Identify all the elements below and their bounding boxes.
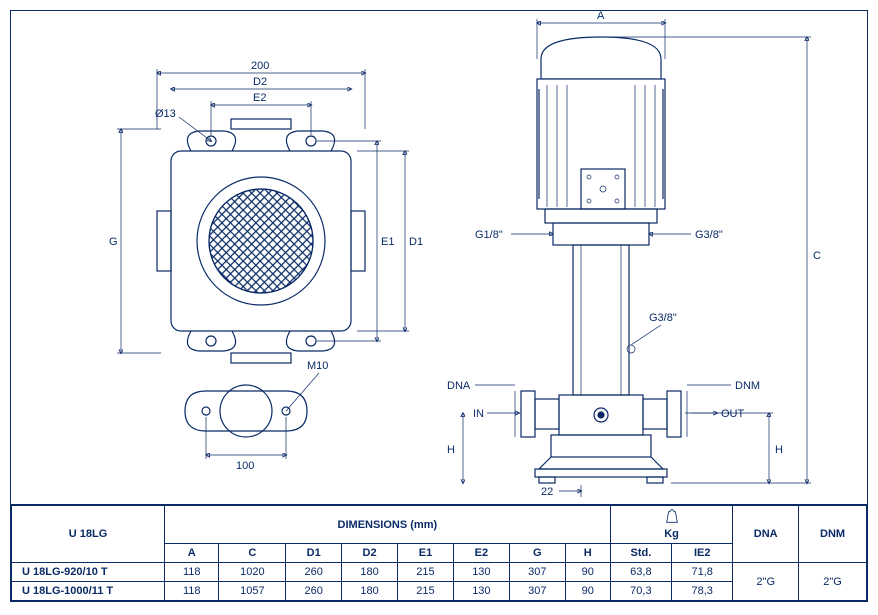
drawing-panel: 200 D2 E2 Ø13 G — [10, 10, 868, 505]
port-g18: G1/8" — [475, 229, 503, 241]
dim-e1: E1 — [381, 236, 394, 248]
page-root: 200 D2 E2 Ø13 G — [10, 10, 868, 602]
dim-h-right: H — [775, 444, 783, 456]
flange-view: M10 100 — [185, 360, 328, 472]
dim-200: 200 — [251, 60, 269, 72]
dim-d1: D1 — [409, 236, 423, 248]
engineering-drawing: 200 D2 E2 Ø13 G — [11, 11, 867, 504]
dna-callout: DNA — [447, 380, 471, 392]
th-model: U 18LG — [12, 506, 165, 563]
col-wstd: Std. — [610, 544, 671, 563]
table-row: U 18LG-920/10 T 118 1020 260 180 215 130… — [12, 563, 867, 582]
model-1: U 18LG-1000/11 T — [12, 582, 165, 601]
weight-label: Kg — [664, 528, 679, 540]
col-h: H — [565, 544, 610, 563]
top-view: 200 D2 E2 Ø13 G — [109, 60, 423, 363]
weight-icon — [664, 509, 680, 525]
dim-g: G — [109, 236, 118, 248]
model-0: U 18LG-920/10 T — [12, 563, 165, 582]
port-g38-lower: G3/8" — [649, 312, 677, 324]
th-dimensions: DIMENSIONS (mm) — [165, 506, 611, 544]
dimensions-table: U 18LG DIMENSIONS (mm) Kg DNA DNM A C D1 — [11, 505, 867, 601]
dna-val: 2"G — [733, 563, 799, 601]
thread-m10: M10 — [307, 360, 328, 372]
th-dna: DNA — [733, 506, 799, 563]
th-weight: Kg — [610, 506, 733, 544]
dimensions-table-container: U 18LG DIMENSIONS (mm) Kg DNA DNM A C D1 — [10, 505, 868, 602]
col-wie2: IE2 — [672, 544, 733, 563]
col-c: C — [219, 544, 286, 563]
col-e2: E2 — [453, 544, 509, 563]
col-e1: E1 — [398, 544, 454, 563]
col-a: A — [165, 544, 219, 563]
in-label: IN — [473, 408, 484, 420]
dim-100: 100 — [236, 460, 254, 472]
dim-22: 22 — [541, 486, 553, 498]
col-g: G — [509, 544, 565, 563]
out-label: OUT — [721, 408, 745, 420]
dim-e2: E2 — [253, 92, 266, 104]
dim-d2: D2 — [253, 76, 267, 88]
col-d1: D1 — [286, 544, 342, 563]
dim-a: A — [597, 11, 605, 22]
dim-c: C — [813, 250, 821, 262]
hole-dia: Ø13 — [155, 108, 176, 120]
col-d2: D2 — [342, 544, 398, 563]
port-g38-upper: G3/8" — [695, 229, 723, 241]
dim-h-left: H — [447, 444, 455, 456]
dnm-val: 2"G — [799, 563, 867, 601]
th-dnm: DNM — [799, 506, 867, 563]
side-view: G1/8" G3/8" G3/8" — [447, 11, 821, 498]
dnm-callout: DNM — [735, 380, 760, 392]
